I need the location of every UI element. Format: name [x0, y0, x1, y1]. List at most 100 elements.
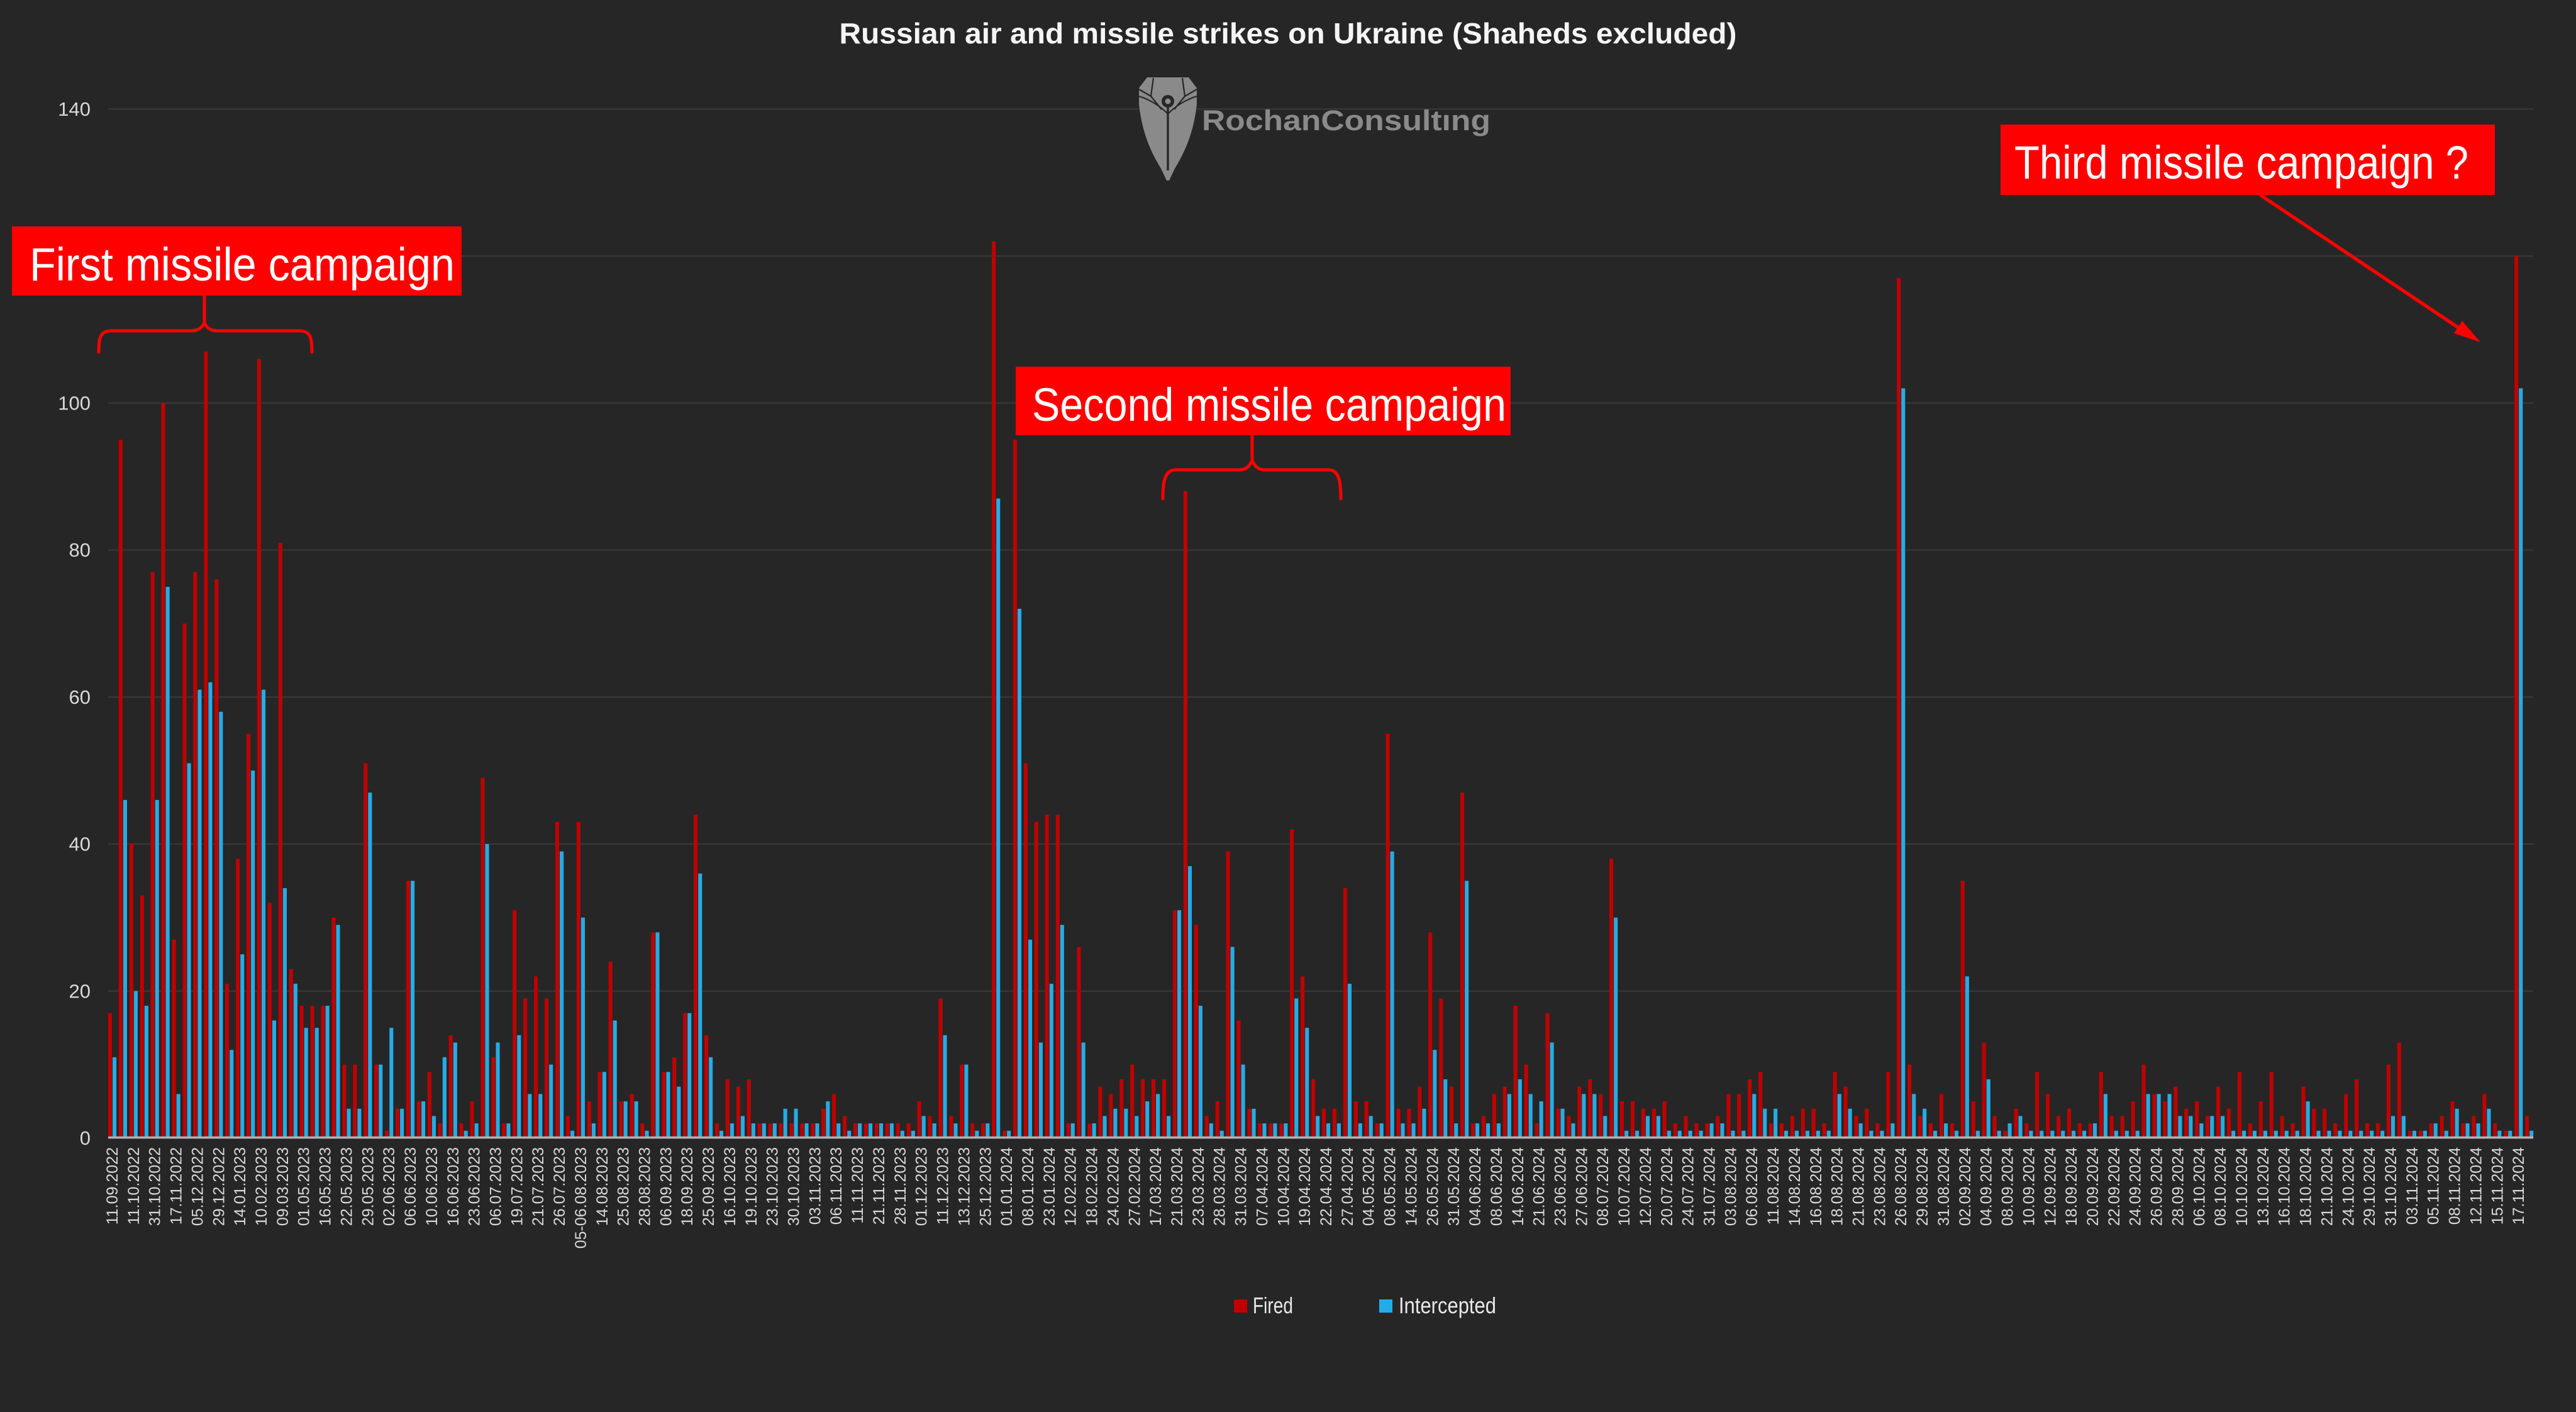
svg-text:13.12.2023: 13.12.2023 [955, 1147, 973, 1226]
svg-text:11.12.2023: 11.12.2023 [935, 1147, 952, 1225]
svg-text:40: 40 [69, 833, 91, 855]
svg-text:04.06.2024: 04.06.2024 [1467, 1147, 1484, 1226]
svg-text:17.11.2024: 17.11.2024 [2510, 1147, 2528, 1225]
svg-text:11.08.2024: 11.08.2024 [1765, 1147, 1782, 1225]
svg-text:Intercepted: Intercepted [1399, 1292, 1496, 1318]
svg-text:10.07.2024: 10.07.2024 [1616, 1147, 1633, 1226]
svg-text:12.11.2024: 12.11.2024 [2468, 1147, 2485, 1225]
svg-text:16.06.2023: 16.06.2023 [445, 1147, 462, 1226]
svg-text:19.04.2024: 19.04.2024 [1296, 1147, 1314, 1226]
svg-text:80: 80 [69, 539, 91, 561]
svg-text:08.01.2024: 08.01.2024 [1019, 1147, 1037, 1226]
svg-text:60: 60 [69, 686, 91, 708]
svg-text:18.09.2023: 18.09.2023 [679, 1147, 696, 1226]
svg-text:26.05.2024: 26.05.2024 [1424, 1147, 1441, 1226]
svg-text:21.10.2024: 21.10.2024 [2318, 1147, 2336, 1226]
svg-text:05.11.2024: 05.11.2024 [2425, 1147, 2443, 1225]
svg-text:31.08.2024: 31.08.2024 [1935, 1147, 1953, 1226]
svg-text:14.05.2024: 14.05.2024 [1403, 1147, 1421, 1226]
svg-text:29.08.2024: 29.08.2024 [1914, 1147, 1931, 1226]
svg-text:Second missile campaign: Second missile campaign [1032, 379, 1506, 431]
svg-text:08.07.2024: 08.07.2024 [1594, 1147, 1612, 1226]
svg-text:28.08.2023: 28.08.2023 [636, 1147, 654, 1226]
svg-text:25.12.2023: 25.12.2023 [977, 1147, 994, 1226]
svg-text:25.09.2023: 25.09.2023 [700, 1147, 718, 1226]
svg-text:24.02.2024: 24.02.2024 [1104, 1147, 1122, 1226]
svg-text:31.03.2024: 31.03.2024 [1233, 1147, 1250, 1226]
svg-text:01.05.2023: 01.05.2023 [296, 1147, 313, 1226]
svg-text:06.10.2024: 06.10.2024 [2190, 1147, 2208, 1226]
svg-text:31.07.2024: 31.07.2024 [1701, 1147, 1719, 1226]
svg-text:14.08.2024: 14.08.2024 [1786, 1147, 1804, 1226]
svg-text:21.11.2023: 21.11.2023 [870, 1147, 888, 1225]
svg-text:12.07.2024: 12.07.2024 [1637, 1147, 1655, 1226]
svg-text:23.06.2024: 23.06.2024 [1552, 1147, 1570, 1226]
svg-text:RochanConsultıng: RochanConsultıng [1202, 104, 1491, 136]
svg-text:16.08.2024: 16.08.2024 [1807, 1147, 1825, 1226]
svg-text:08.05.2024: 08.05.2024 [1382, 1147, 1399, 1226]
svg-text:06.07.2023: 06.07.2023 [487, 1147, 505, 1226]
svg-text:21.07.2023: 21.07.2023 [530, 1147, 547, 1226]
svg-text:24.09.2024: 24.09.2024 [2127, 1147, 2145, 1226]
svg-text:16.05.2023: 16.05.2023 [317, 1147, 335, 1226]
svg-text:28.09.2024: 28.09.2024 [2169, 1147, 2187, 1226]
svg-text:08.10.2024: 08.10.2024 [2212, 1147, 2229, 1226]
svg-text:22.04.2024: 22.04.2024 [1318, 1147, 1335, 1226]
svg-text:05-06.08.2023: 05-06.08.2023 [572, 1147, 590, 1248]
svg-text:20.09.2024: 20.09.2024 [2084, 1147, 2102, 1226]
svg-text:23.08.2024: 23.08.2024 [1871, 1147, 1889, 1226]
svg-text:03.08.2024: 03.08.2024 [1722, 1147, 1740, 1226]
svg-text:01.01.2024: 01.01.2024 [998, 1147, 1016, 1226]
svg-text:10.04.2024: 10.04.2024 [1275, 1147, 1292, 1226]
svg-text:28.03.2024: 28.03.2024 [1211, 1147, 1229, 1226]
svg-text:06.09.2023: 06.09.2023 [657, 1147, 675, 1226]
svg-text:14.01.2023: 14.01.2023 [231, 1147, 249, 1226]
svg-text:140: 140 [58, 98, 91, 120]
svg-text:21.08.2024: 21.08.2024 [1850, 1147, 1868, 1226]
svg-text:10.06.2023: 10.06.2023 [423, 1147, 441, 1226]
svg-text:23.01.2024: 23.01.2024 [1041, 1147, 1058, 1226]
svg-text:31.05.2024: 31.05.2024 [1445, 1147, 1463, 1226]
svg-text:18.09.2024: 18.09.2024 [2063, 1147, 2080, 1226]
svg-text:18.08.2024: 18.08.2024 [1829, 1147, 1846, 1226]
svg-text:09.03.2023: 09.03.2023 [274, 1147, 292, 1226]
svg-text:26.09.2024: 26.09.2024 [2148, 1147, 2166, 1226]
svg-text:27.02.2024: 27.02.2024 [1126, 1147, 1143, 1226]
svg-text:21.06.2024: 21.06.2024 [1531, 1147, 1548, 1226]
svg-text:29.12.2022: 29.12.2022 [210, 1147, 228, 1226]
svg-text:17.11.2022: 17.11.2022 [168, 1147, 186, 1225]
svg-text:11.09.2022: 11.09.2022 [104, 1147, 121, 1225]
svg-text:21.03.2024: 21.03.2024 [1169, 1147, 1186, 1226]
svg-text:02.09.2024: 02.09.2024 [1957, 1147, 1974, 1226]
svg-text:Third missile campaign ?: Third missile campaign ? [2014, 136, 2468, 189]
svg-text:19.10.2023: 19.10.2023 [743, 1147, 760, 1226]
svg-text:03.11.2023: 03.11.2023 [806, 1147, 824, 1225]
svg-text:01.12.2023: 01.12.2023 [913, 1147, 931, 1226]
svg-text:28.11.2023: 28.11.2023 [892, 1147, 909, 1225]
svg-text:11.11.2023: 11.11.2023 [849, 1147, 867, 1223]
svg-text:27.04.2024: 27.04.2024 [1339, 1147, 1357, 1226]
svg-text:16.10.2023: 16.10.2023 [721, 1147, 739, 1226]
svg-text:06.11.2023: 06.11.2023 [828, 1147, 845, 1225]
svg-text:13.10.2024: 13.10.2024 [2255, 1147, 2272, 1226]
svg-text:20.07.2024: 20.07.2024 [1658, 1147, 1676, 1226]
svg-text:17.03.2024: 17.03.2024 [1147, 1147, 1165, 1226]
svg-text:10.10.2024: 10.10.2024 [2233, 1147, 2251, 1226]
svg-text:16.10.2024: 16.10.2024 [2276, 1147, 2294, 1226]
svg-text:23.03.2024: 23.03.2024 [1190, 1147, 1208, 1226]
svg-text:31.10.2024: 31.10.2024 [2382, 1147, 2400, 1226]
svg-text:08.11.2024: 08.11.2024 [2446, 1147, 2464, 1225]
svg-text:20: 20 [69, 980, 91, 1002]
svg-text:31.10.2022: 31.10.2022 [147, 1147, 164, 1226]
svg-text:19.07.2023: 19.07.2023 [508, 1147, 526, 1226]
svg-text:14.08.2023: 14.08.2023 [594, 1147, 611, 1226]
svg-text:0: 0 [80, 1127, 91, 1149]
svg-text:30.10.2023: 30.10.2023 [786, 1147, 803, 1226]
svg-text:10.02.2023: 10.02.2023 [253, 1147, 270, 1226]
svg-text:24.07.2024: 24.07.2024 [1680, 1147, 1697, 1226]
svg-text:18.10.2024: 18.10.2024 [2297, 1147, 2315, 1226]
svg-text:04.09.2024: 04.09.2024 [1978, 1147, 1996, 1226]
svg-text:08.06.2024: 08.06.2024 [1488, 1147, 1506, 1226]
svg-text:04.05.2024: 04.05.2024 [1360, 1147, 1378, 1226]
svg-text:26.07.2023: 26.07.2023 [551, 1147, 569, 1226]
